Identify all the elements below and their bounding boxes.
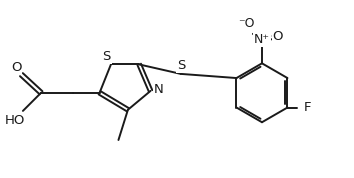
Text: F: F (303, 101, 311, 114)
Text: N: N (154, 82, 164, 96)
Text: N⁺: N⁺ (254, 33, 270, 46)
Text: ⁻O: ⁻O (238, 17, 255, 30)
Text: S: S (102, 50, 110, 63)
Text: S: S (177, 59, 186, 72)
Text: O: O (11, 61, 21, 74)
Text: HO: HO (4, 114, 25, 127)
Text: O: O (273, 30, 283, 43)
